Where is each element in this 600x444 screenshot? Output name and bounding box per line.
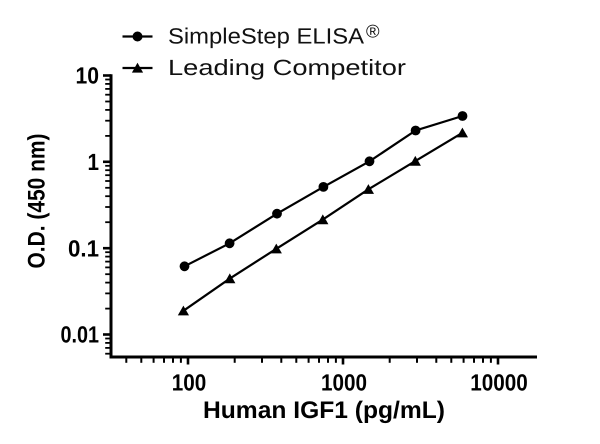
svg-text:10000: 10000 [470, 370, 528, 396]
svg-text:®: ® [366, 21, 380, 42]
svg-text:1000: 1000 [321, 370, 367, 396]
svg-text:SimpleStep ELISA: SimpleStep ELISA [168, 24, 364, 49]
svg-text:Leading Competitor: Leading Competitor [168, 55, 406, 80]
svg-text:O.D. (450 nm): O.D. (450 nm) [24, 134, 51, 269]
svg-text:0.01: 0.01 [61, 322, 100, 348]
svg-text:Human IGF1 (pg/mL): Human IGF1 (pg/mL) [203, 397, 445, 424]
svg-text:0.1: 0.1 [68, 235, 99, 261]
svg-text:10: 10 [76, 63, 100, 89]
svg-text:1: 1 [88, 149, 100, 175]
svg-text:100: 100 [172, 370, 207, 396]
